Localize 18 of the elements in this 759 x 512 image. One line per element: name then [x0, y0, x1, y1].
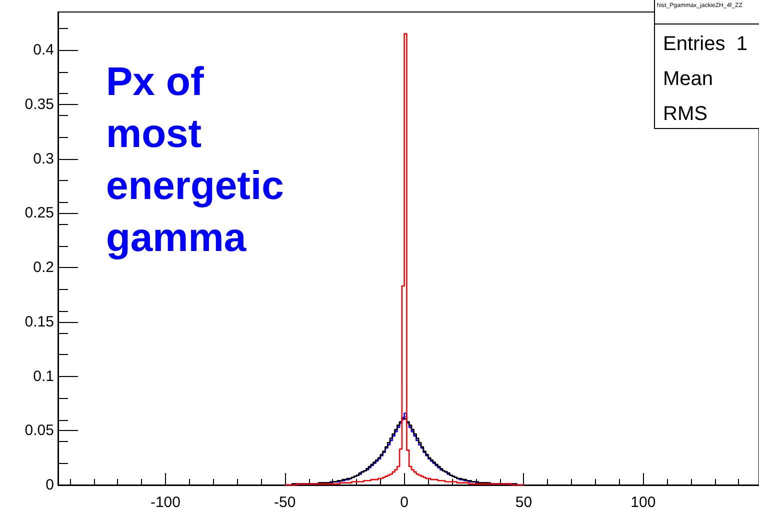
y-tick-label: 0.25 [24, 204, 54, 222]
y-tick-label: 0.05 [24, 422, 54, 440]
x-tick-label: -50 [274, 494, 296, 511]
annotation: Entries 1 [663, 33, 748, 55]
x-tick-label: 0 [400, 494, 408, 511]
y-tick-label: 0.1 [33, 368, 54, 385]
y-tick-label: 0.3 [33, 150, 54, 168]
annotation: Mean [663, 68, 714, 90]
y-tick-label: 0 [46, 476, 54, 494]
annotation: Px of most energetic gamma [106, 60, 284, 260]
x-tick-label: -100 [150, 494, 180, 511]
annotation: RMS [663, 103, 708, 125]
y-tick-label: 0.4 [33, 42, 54, 59]
y-tick-label: 0.35 [24, 96, 54, 113]
y-tick-label: 0.15 [24, 313, 54, 330]
x-tick-label: 100 [630, 494, 656, 511]
y-tick-label: 0.2 [33, 259, 54, 276]
x-tick-label: 50 [515, 494, 532, 511]
